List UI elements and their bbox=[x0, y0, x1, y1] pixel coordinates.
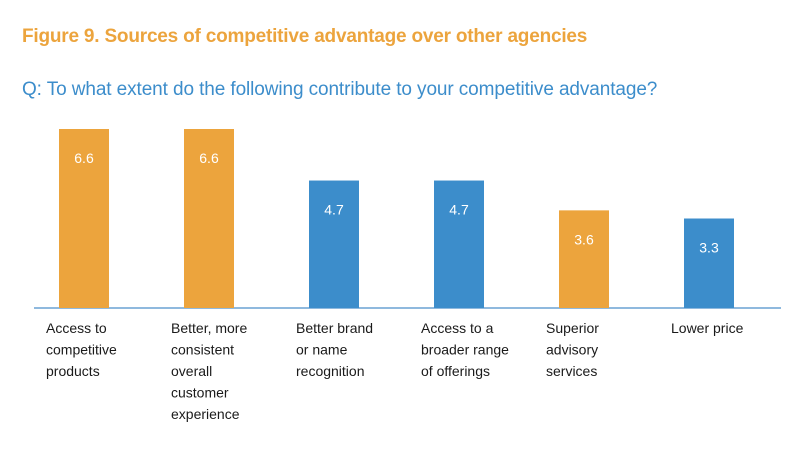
category-label-1: Better, more consistent overall customer exp… bbox=[171, 320, 247, 422]
figure-title: Figure 9. Sources of competitive advanta… bbox=[22, 26, 588, 47]
bar-2 bbox=[309, 180, 359, 308]
category-label-line: broader range bbox=[421, 342, 509, 358]
category-label-line: consistent bbox=[171, 342, 234, 358]
bar-0 bbox=[59, 129, 109, 308]
category-label-line: Superior bbox=[546, 320, 599, 336]
category-label-line: Access to a bbox=[421, 320, 494, 336]
bar-5 bbox=[684, 218, 734, 308]
category-label-line: recognition bbox=[296, 363, 365, 379]
category-label-line: overall bbox=[171, 363, 212, 379]
bar-value-label-0: 6.6 bbox=[74, 150, 94, 166]
category-label-line: experience bbox=[171, 406, 240, 422]
category-label-3: Access to a broader range of offerings bbox=[421, 320, 509, 379]
category-label-line: Lower price bbox=[671, 320, 744, 336]
category-label-line: of offerings bbox=[421, 363, 490, 379]
bar-value-label-5: 3.3 bbox=[699, 240, 719, 256]
category-label-line: customer bbox=[171, 385, 229, 401]
bar-value-label-4: 3.6 bbox=[574, 231, 594, 247]
category-label-line: advisory bbox=[546, 342, 598, 358]
bar-4 bbox=[559, 210, 609, 308]
category-label-2: Better brand or name recognition bbox=[296, 320, 373, 379]
category-label-line: Better brand bbox=[296, 320, 373, 336]
category-label-line: Better, more bbox=[171, 320, 247, 336]
category-label-5: Lower price bbox=[671, 320, 744, 336]
bar-value-label-2: 4.7 bbox=[324, 202, 344, 218]
bar-value-label-3: 4.7 bbox=[449, 202, 469, 218]
question-text: Q: To what extent do the following contr… bbox=[22, 79, 658, 100]
bar-1 bbox=[184, 129, 234, 308]
bar-value-label-1: 6.6 bbox=[199, 150, 219, 166]
category-label-line: services bbox=[546, 363, 597, 379]
category-label-line: products bbox=[46, 363, 100, 379]
category-label-line: competitive bbox=[46, 342, 117, 358]
category-label-0: Access to competitive products bbox=[46, 320, 117, 379]
category-label-4: Superior advisory services bbox=[546, 320, 599, 379]
category-label-line: or name bbox=[296, 342, 348, 358]
bar-3 bbox=[434, 180, 484, 308]
category-label-line: Access to bbox=[46, 320, 107, 336]
